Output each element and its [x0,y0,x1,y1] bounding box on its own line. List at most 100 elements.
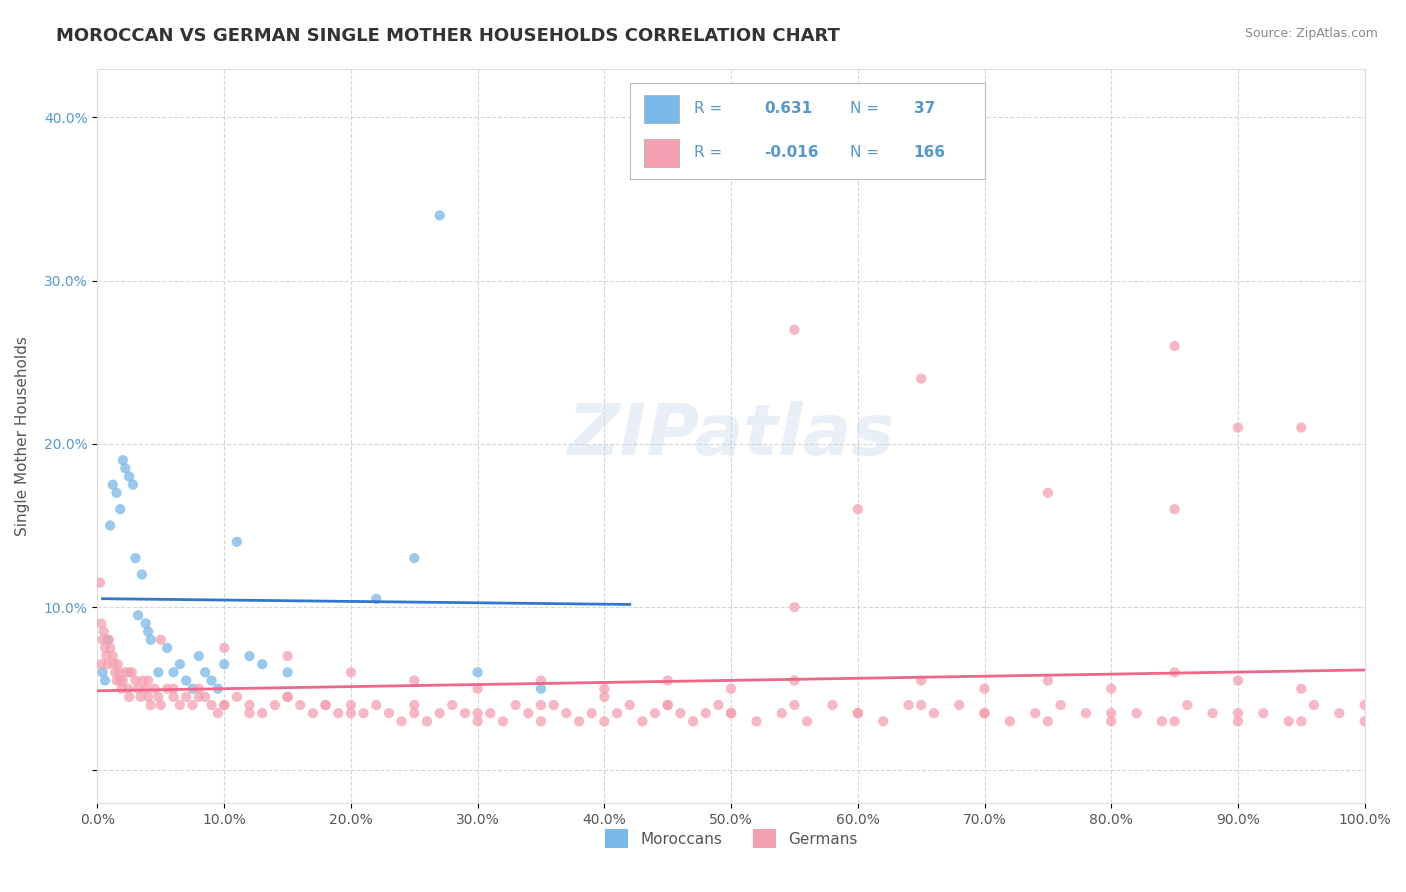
Point [555,706,578,721]
Point [212,640,235,655]
Point [148,665,170,680]
Point [568,714,591,729]
Point [366,591,388,606]
Point [720,681,742,696]
Point [429,208,451,222]
Point [695,706,717,721]
Point [1049,698,1071,712]
Point [593,681,616,696]
Point [156,681,179,696]
Point [290,698,312,712]
Point [948,698,970,712]
Y-axis label: Single Mother Households: Single Mother Households [15,335,30,536]
Point [353,706,375,721]
Point [315,698,337,712]
Point [1291,420,1313,434]
Point [207,706,229,721]
Point [1226,706,1249,721]
Point [315,698,337,712]
Point [105,673,128,688]
Point [1036,714,1059,729]
Point [998,714,1021,729]
Point [96,648,118,663]
Point [187,681,209,696]
Point [1036,673,1059,688]
Point [277,665,299,680]
Point [104,665,127,680]
Point [121,665,143,680]
Point [404,673,426,688]
Point [118,469,141,483]
Text: MOROCCAN VS GERMAN SINGLE MOTHER HOUSEHOLDS CORRELATION CHART: MOROCCAN VS GERMAN SINGLE MOTHER HOUSEHO… [56,27,841,45]
Point [277,648,299,663]
Point [97,632,120,647]
Point [796,714,818,729]
Point [94,640,117,655]
Point [162,665,184,680]
Point [467,681,489,696]
Point [467,706,489,721]
Point [467,665,489,680]
Point [111,673,134,688]
Point [505,698,527,712]
Point [225,534,247,549]
Point [467,714,489,729]
Point [156,640,179,655]
Point [391,714,413,729]
Point [131,567,153,582]
Point [1163,665,1185,680]
Point [821,698,844,712]
Point [707,698,730,712]
Point [1278,714,1301,729]
Point [846,706,869,721]
Point [1329,706,1351,721]
Point [277,690,299,704]
Point [581,706,603,721]
Point [720,706,742,721]
Point [378,706,401,721]
Point [846,706,869,721]
Point [89,575,111,590]
Point [148,690,170,704]
Point [139,632,162,647]
Point [181,698,204,712]
Point [657,698,679,712]
Point [1163,714,1185,729]
Point [91,632,114,647]
Point [340,698,363,712]
Point [1291,714,1313,729]
Point [846,502,869,516]
Point [1354,714,1376,729]
Point [1150,714,1173,729]
Point [720,706,742,721]
Point [127,681,149,696]
Point [277,690,299,704]
Point [657,673,679,688]
Point [212,657,235,672]
Point [212,698,235,712]
Point [669,706,692,721]
Point [973,706,995,721]
Point [169,657,191,672]
Point [93,624,115,639]
Point [973,706,995,721]
Point [1024,706,1046,721]
Point [174,673,197,688]
Text: Source: ZipAtlas.com: Source: ZipAtlas.com [1244,27,1378,40]
Point [1253,706,1275,721]
Point [454,706,477,721]
Point [1175,698,1198,712]
Point [416,714,439,729]
Point [1354,698,1376,712]
Point [114,461,136,475]
Point [110,673,132,688]
Point [135,616,157,631]
Point [593,714,616,729]
Point [441,698,464,712]
Point [404,706,426,721]
Point [1291,681,1313,696]
Point [910,698,932,712]
Point [783,323,806,337]
Point [225,690,247,704]
Point [117,681,139,696]
